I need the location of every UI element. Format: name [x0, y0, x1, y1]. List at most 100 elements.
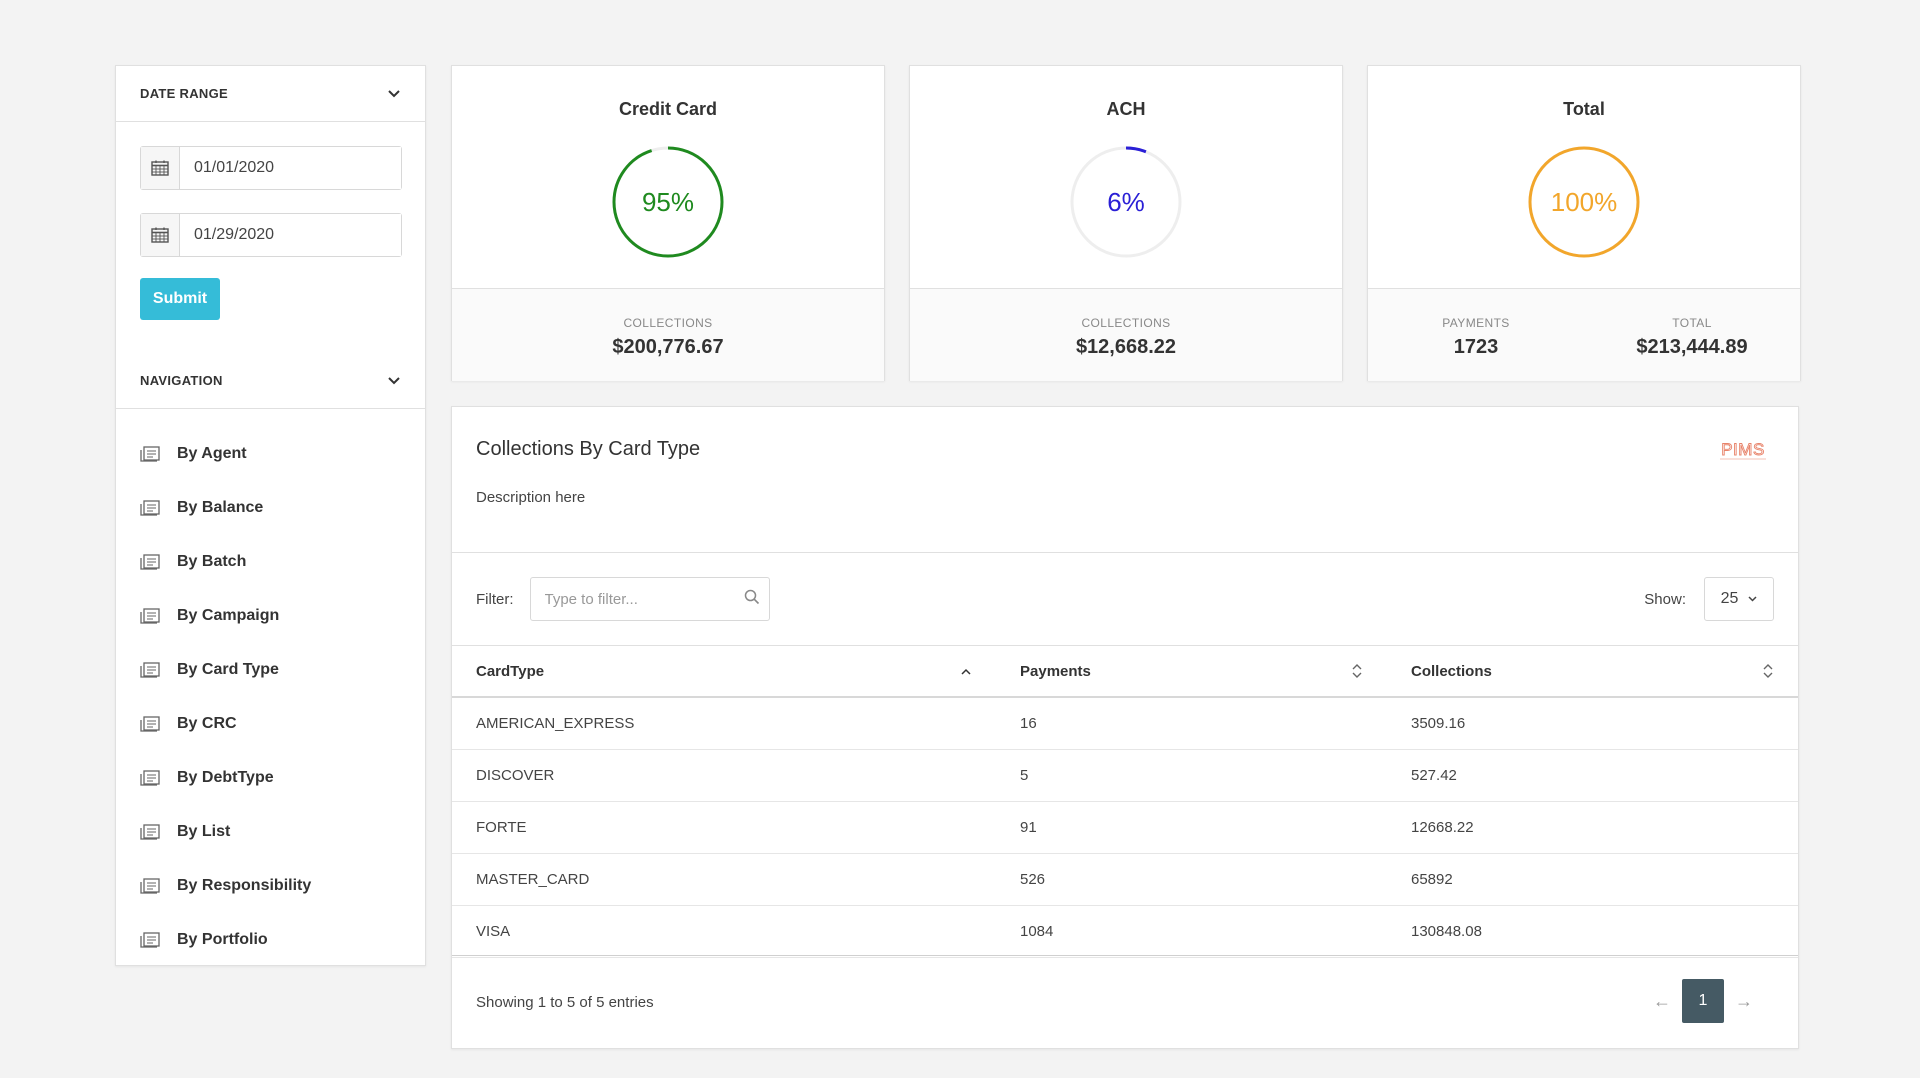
sort-icon[interactable] — [1762, 663, 1774, 679]
pagination: ← 1 → — [1642, 979, 1764, 1023]
stat-card-top: Credit Card 95% — [452, 66, 884, 289]
report-icon — [140, 445, 160, 463]
start-date-input[interactable] — [180, 147, 401, 189]
cell-cardtype: VISA — [476, 922, 511, 940]
table-row: DISCOVER 5 527.42 — [452, 749, 1798, 801]
report-icon — [140, 823, 160, 841]
credit-card-stat-card: Credit Card 95% COLLECTIONS $200,776.67 — [451, 65, 885, 381]
nav-item-label: By List — [177, 823, 231, 840]
panel-title: Collections By Card Type — [476, 438, 701, 460]
report-icon — [140, 715, 160, 733]
report-icon — [140, 931, 160, 949]
column-header-cardtype[interactable]: CardType — [452, 646, 996, 697]
stat-card-top: ACH 6% — [910, 66, 1342, 289]
report-icon — [140, 607, 160, 625]
gauge-percent: 95% — [641, 186, 695, 217]
cell-collections: 65892 — [1411, 870, 1453, 888]
chevron-down-icon[interactable] — [387, 87, 401, 101]
percent-gauge: 95% — [611, 145, 725, 259]
table-toolbar: Filter: Show: 25 — [452, 553, 1798, 646]
report-icon — [140, 769, 160, 787]
cell-payments: 5 — [1020, 766, 1029, 784]
cell-payments: 16 — [1020, 714, 1037, 732]
nav-item-label: By Agent — [177, 445, 247, 462]
nav-item-by-crc[interactable]: By CRC — [116, 697, 425, 751]
column-header-collections[interactable]: Collections — [1387, 646, 1798, 697]
stat-title: ACH — [1106, 99, 1146, 119]
pims-logo: PIMS — [1718, 439, 1768, 466]
nav-item-by-campaign[interactable]: By Campaign — [116, 589, 425, 643]
stat-value: $213,444.89 — [1636, 336, 1748, 358]
page-button-current[interactable]: 1 — [1682, 979, 1724, 1023]
nav-item-by-batch[interactable]: By Batch — [116, 535, 425, 589]
collections-cell: COLLECTIONS $200,776.67 — [452, 289, 884, 381]
cell-cardtype: AMERICAN_EXPRESS — [476, 714, 635, 732]
stat-card-top: Total 100% — [1368, 66, 1800, 289]
gauge-arc — [612, 146, 724, 258]
date-range-section: Submit — [116, 122, 425, 353]
date-range-header[interactable]: DATE RANGE — [116, 66, 425, 122]
show-label: Show: — [1644, 590, 1686, 608]
end-date-input[interactable] — [180, 214, 401, 256]
stat-title: Total — [1563, 99, 1605, 119]
submit-button[interactable]: Submit — [140, 278, 220, 320]
stat-title: Credit Card — [618, 99, 717, 119]
nav-item-by-balance[interactable]: By Balance — [116, 481, 425, 535]
entries-info: Showing 1 to 5 of 5 entries — [476, 993, 654, 1011]
nav-item-label: By Batch — [177, 553, 247, 570]
nav-item-label: By DebtType — [177, 769, 274, 786]
calendar-icon[interactable] — [141, 214, 180, 256]
sort-icon[interactable] — [1351, 663, 1363, 679]
cell-collections: 3509.16 — [1411, 714, 1466, 732]
page-size-value: 25 — [1720, 590, 1739, 607]
table-footer: Showing 1 to 5 of 5 entries ← 1 → — [452, 955, 1798, 1048]
nav-item-label: By Card Type — [177, 661, 279, 678]
collections-cell: COLLECTIONS $12,668.22 — [910, 289, 1342, 381]
nav-item-label: By Campaign — [177, 607, 280, 624]
ach-stat-card: ACH 6% COLLECTIONS $12,668.22 — [909, 65, 1343, 381]
nav-item-by-responsibility[interactable]: By Responsibility — [116, 859, 425, 913]
gauge-arc — [1528, 146, 1640, 258]
cell-payments: 526 — [1020, 870, 1046, 888]
nav-item-by-agent[interactable]: By Agent — [116, 427, 425, 481]
navigation-header[interactable]: NAVIGATION — [116, 353, 425, 409]
table-row: AMERICAN_EXPRESS 16 3509.16 — [452, 697, 1798, 749]
report-icon — [140, 553, 160, 571]
filter-label: Filter: — [476, 590, 514, 608]
search-icon[interactable] — [744, 589, 760, 610]
stat-card-bottom: COLLECTIONS $12,668.22 — [910, 289, 1342, 381]
sidebar-panel: DATE RANGE — [115, 65, 426, 966]
total-cell: TOTAL $213,444.89 — [1584, 289, 1800, 381]
column-header-label: Payments — [1020, 662, 1091, 680]
filter-input[interactable] — [544, 590, 744, 608]
nav-item-by-debttype[interactable]: By DebtType — [116, 751, 425, 805]
nav-item-by-list[interactable]: By List — [116, 805, 425, 859]
stat-value: $12,668.22 — [1075, 336, 1177, 358]
prev-page-arrow-icon[interactable]: ← — [1653, 990, 1671, 1011]
total-stat-card: Total 100% PAYMENTS 1723 TOTAL $213,444.… — [1367, 65, 1801, 381]
cell-collections: 12668.22 — [1411, 818, 1474, 836]
column-header-payments[interactable]: Payments — [996, 646, 1387, 697]
next-page-arrow-icon[interactable]: → — [1735, 990, 1753, 1011]
panel-description: Description here — [476, 489, 586, 506]
payments-cell: PAYMENTS 1723 — [1368, 289, 1584, 381]
calendar-icon[interactable] — [141, 147, 180, 189]
sort-ascending-icon[interactable] — [960, 663, 972, 679]
table-row: MASTER_CARD 526 65892 — [452, 853, 1798, 905]
chevron-down-icon[interactable] — [387, 374, 401, 388]
cell-cardtype: DISCOVER — [476, 766, 555, 784]
show-wrap: Show: 25 — [1644, 577, 1774, 621]
stat-label: COLLECTIONS — [623, 316, 713, 330]
nav-item-by-portfolio[interactable]: By Portfolio — [116, 913, 425, 967]
chevron-down-icon — [1748, 596, 1757, 602]
collections-table-panel: Collections By Card Type Description her… — [451, 406, 1799, 1049]
column-header-label: Collections — [1411, 662, 1492, 680]
gauge-percent: 100% — [1550, 186, 1618, 217]
stat-card-bottom: COLLECTIONS $200,776.67 — [452, 289, 884, 381]
table-header-row: CardType Payments Collections — [452, 646, 1798, 697]
table-row: VISA 1084 130848.08 — [452, 905, 1798, 957]
page-size-select[interactable]: 25 — [1704, 577, 1774, 621]
nav-item-by-card-type[interactable]: By Card Type — [116, 643, 425, 697]
cell-cardtype: MASTER_CARD — [476, 870, 590, 888]
svg-text:PIMS: PIMS — [1721, 440, 1765, 459]
